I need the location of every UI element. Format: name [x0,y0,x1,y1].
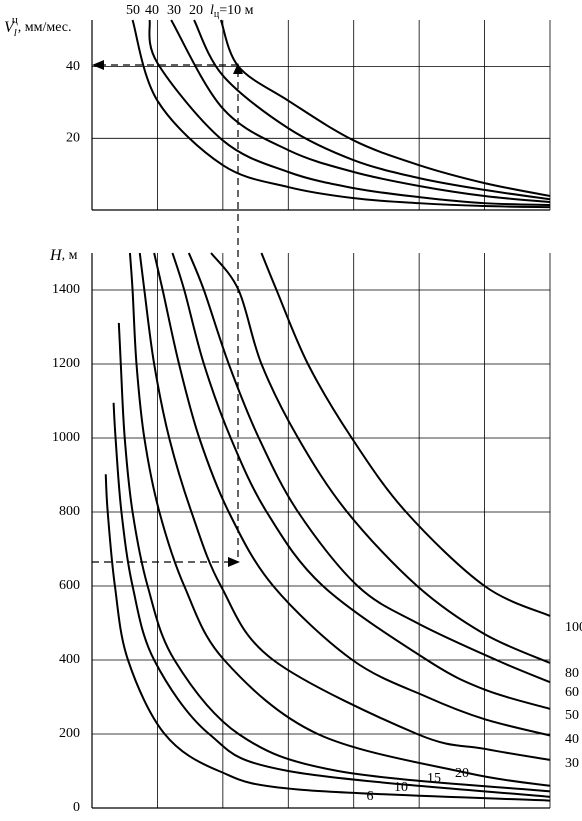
y-tick-label: 800 [59,504,80,519]
y-axis-label: Vlц, мм/мес. [4,14,71,39]
curve-label: 80 [565,666,579,681]
y-tick-label: 400 [59,652,80,667]
y-tick-label: 40 [66,59,80,74]
curve-label: lц=10 м [210,3,254,20]
y-tick-label: 600 [59,578,80,593]
label-part: V [4,19,16,36]
curve [260,252,551,617]
y-axis-label: H, м [49,247,78,264]
y-tick-label: 1400 [52,282,80,297]
label-part: ц [214,9,220,20]
curve [153,252,551,737]
curve [148,19,551,206]
curve [170,19,551,204]
label-part: l [210,3,214,18]
curve-label: 50 [565,708,579,723]
curve-label: 30 [167,3,181,18]
y-tick-label: 200 [59,726,80,741]
curve-label: 50 [126,3,140,18]
curve-label: 40 [145,3,159,18]
arrow-head [233,63,243,74]
curve [187,252,551,684]
y-tick-label: 1200 [52,356,80,371]
curve [171,252,551,710]
curve [131,19,551,209]
curve-label: 15 [427,771,441,786]
curve-label: 30 [565,756,579,771]
y-tick-label: 20 [66,131,80,146]
curve [193,19,551,201]
curve [112,402,551,798]
label-part: , мм/мес. [18,20,72,35]
curve [219,19,551,198]
label-part: ц [12,14,18,26]
label-part: =10 м [219,3,253,18]
curve-label: 20 [189,3,203,18]
curve-label: 10 [394,780,408,795]
curve-label: 20 [455,766,469,781]
y-tick-label: 0 [73,800,80,815]
curve-label: 60 [565,685,579,700]
curve-label: 100 [565,620,582,635]
curve [138,252,551,761]
arrow-head [228,557,240,567]
label-part: , м [62,248,78,263]
curve [117,322,551,793]
label-part: H [49,247,63,264]
y-tick-label: 1000 [52,430,80,445]
example-path [92,60,243,567]
curve [104,474,551,802]
curve-label: 6 [367,789,374,804]
label-part: l [14,27,17,39]
arrow-head [92,60,104,70]
curve [128,252,551,787]
curve [210,252,551,664]
curve-label: 40 [565,732,579,747]
